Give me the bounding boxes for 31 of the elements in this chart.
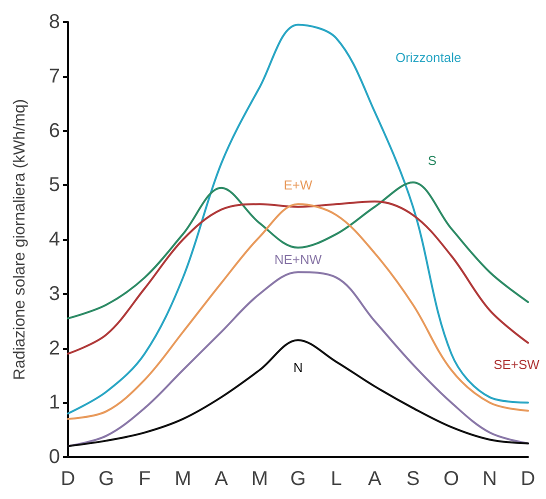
series-label: E+W — [284, 178, 313, 193]
series-label: NE+NW — [274, 252, 322, 268]
y-tick-label: 8 — [48, 11, 60, 33]
text: Orizzontale — [395, 50, 462, 65]
x-tick-label: G — [98, 468, 114, 490]
x-tick-label: G — [290, 468, 306, 490]
x-tick-label: A — [368, 468, 382, 490]
y-tick-label: 4 — [48, 228, 60, 250]
series-label: SE+SW — [494, 357, 540, 372]
y-tick-label: 6 — [48, 120, 60, 142]
x-tick-label: M — [251, 468, 268, 490]
y-tick-label: 7 — [48, 65, 60, 88]
y-tick-label: 5 — [48, 174, 60, 196]
line-series — [67, 200, 529, 355]
x-tick-label: O — [444, 468, 460, 490]
y-tick-label: 1 — [48, 392, 60, 414]
y-tick-label: 3 — [48, 282, 60, 305]
x-tick-label: F — [138, 468, 151, 490]
y-tick-label: 2 — [48, 337, 60, 360]
x-tick-label: L — [330, 468, 342, 490]
x-tick-label: D — [60, 468, 76, 490]
x-tick-label: N — [482, 468, 497, 490]
x-tick-label: A — [214, 468, 229, 490]
x-tick-label: D — [520, 468, 536, 490]
y-axis-title: Radiazione solare giornaliera (kWh/mq) — [12, 98, 28, 380]
y-tick-label: 0 — [48, 446, 60, 468]
line-series — [67, 181, 529, 320]
series-label: S — [428, 153, 437, 168]
x-tick-label: S — [406, 468, 420, 490]
x-tick-label: M — [174, 468, 192, 490]
series-label: N — [293, 360, 303, 375]
